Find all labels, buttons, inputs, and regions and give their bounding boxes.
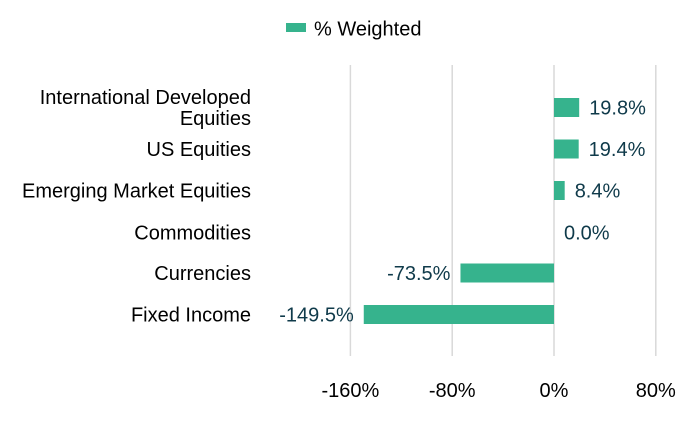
x-tick-label: 80% bbox=[636, 380, 676, 402]
x-tick-label: 0% bbox=[540, 380, 569, 402]
x-axis-ticks: -160% -80% 0% 80% bbox=[321, 380, 676, 402]
data-label: -73.5% bbox=[387, 263, 451, 285]
data-label: 8.4% bbox=[575, 181, 621, 203]
legend: % Weighted bbox=[286, 19, 421, 41]
bar bbox=[554, 98, 580, 117]
category-label: Emerging Market Equities bbox=[22, 181, 251, 203]
x-tick-label: -80% bbox=[429, 380, 476, 402]
bar bbox=[363, 305, 554, 324]
data-labels: 19.8% 19.4% 8.4% 0.0% -73.5% -149.5% bbox=[279, 98, 646, 327]
category-label: Currencies bbox=[154, 263, 251, 285]
bar bbox=[554, 181, 565, 200]
legend-label: % Weighted bbox=[314, 19, 421, 41]
category-label: US Equities bbox=[147, 139, 252, 161]
bar bbox=[554, 139, 579, 159]
category-label: Equities bbox=[180, 108, 251, 130]
bars bbox=[363, 98, 580, 324]
bar bbox=[460, 263, 554, 283]
data-label: 0.0% bbox=[564, 223, 610, 245]
data-label: 19.8% bbox=[589, 98, 646, 120]
category-label: International Developed bbox=[40, 87, 251, 109]
category-label: Fixed Income bbox=[131, 305, 251, 327]
data-label: 19.4% bbox=[589, 139, 646, 161]
x-tick-label: -160% bbox=[321, 380, 379, 402]
legend-swatch bbox=[286, 23, 306, 32]
data-label: -149.5% bbox=[279, 305, 354, 327]
category-label: Commodities bbox=[134, 223, 251, 245]
